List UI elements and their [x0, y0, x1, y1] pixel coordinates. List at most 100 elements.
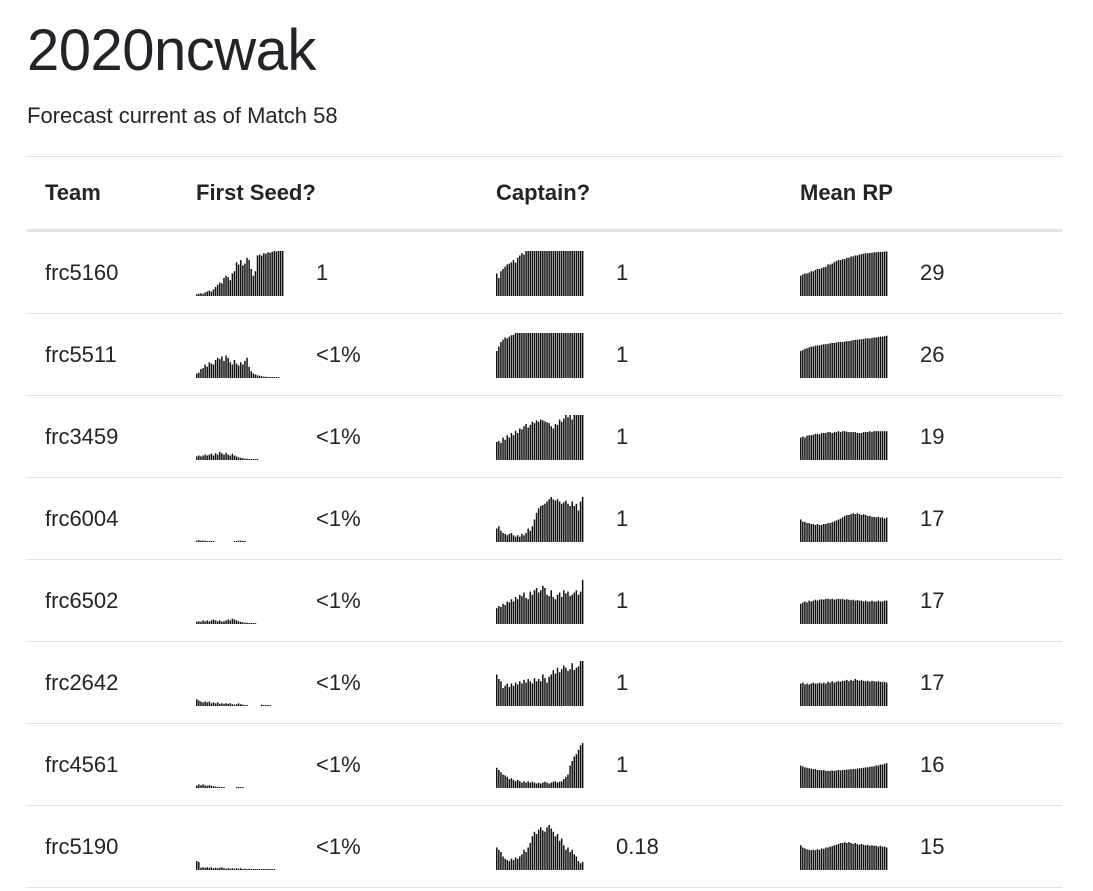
team-cell[interactable]: frc6004	[27, 477, 178, 560]
team-cell[interactable]: frc5160	[27, 230, 178, 314]
sparkline-bar	[246, 868, 248, 870]
sparkline-bar	[544, 250, 546, 296]
sparkline-bar	[198, 539, 200, 542]
sparkline-bar	[208, 620, 211, 624]
header-captain[interactable]: Captain?	[478, 156, 782, 232]
sparkline-bar	[823, 682, 825, 706]
sparkline-bar	[533, 589, 536, 624]
sparkline-bar	[827, 681, 829, 706]
sparkline-bar	[577, 594, 580, 624]
sparkline-bar	[867, 337, 869, 378]
sparkline-bar	[862, 338, 865, 378]
sparkline-bar	[575, 589, 578, 624]
sparkline-bar	[202, 540, 204, 542]
sparkline-bar	[856, 255, 859, 296]
captain-sparkline-cell	[478, 559, 616, 642]
captain-sparkline-cell	[478, 641, 616, 724]
sparkline-bar	[273, 376, 276, 378]
sparkline-bar	[219, 451, 221, 460]
team-cell[interactable]: frc3459	[27, 395, 178, 478]
sparkline-bar	[567, 774, 569, 788]
sparkline-bar	[208, 867, 211, 870]
sparkline-bar	[242, 264, 244, 296]
sparkline-bar	[535, 680, 538, 706]
team-cell[interactable]: frc6502	[27, 559, 178, 642]
sparkline-bar	[504, 439, 506, 460]
sparkline-bar	[808, 522, 810, 542]
sparkline-bar	[223, 867, 225, 870]
team-cell[interactable]: frc5511	[27, 313, 178, 396]
sparkline-bar	[556, 833, 559, 870]
team-cell[interactable]: frc4561	[27, 723, 178, 806]
sparkline-bar	[825, 598, 827, 624]
sparkline-bar	[531, 835, 534, 870]
sparkline-bar	[833, 770, 836, 788]
sparkline-bar	[219, 786, 221, 788]
sparkline-bar	[548, 783, 550, 788]
sparkline-bar	[498, 849, 500, 870]
sparkline-bar	[227, 703, 229, 706]
sparkline-bar	[552, 831, 555, 870]
sparkline-bar	[502, 532, 504, 542]
sparkline-bar	[802, 521, 804, 542]
sparkline-bar	[871, 431, 873, 460]
sparkline-bar	[260, 255, 263, 296]
sparkline-bar	[550, 425, 552, 460]
sparkline-bar	[567, 250, 569, 296]
sparkline-bar	[537, 507, 540, 542]
sparkline-bar	[825, 523, 827, 542]
sparkline-bar	[854, 255, 856, 296]
sparkline-bar	[531, 332, 534, 378]
sparkline-bar	[814, 768, 817, 788]
captain-sparkline-cell	[478, 477, 616, 560]
sparkline-bar	[200, 540, 202, 542]
sparkline-bar	[839, 769, 842, 788]
sparkline-bar	[869, 515, 871, 542]
sparkline-bar	[820, 847, 823, 870]
sparkline-bar	[839, 341, 842, 378]
sparkline-bar	[569, 505, 571, 542]
sparkline-bar	[540, 783, 542, 788]
sparkline-bar	[212, 785, 215, 788]
mean-rp-sparkline-cell	[782, 723, 920, 806]
sparkline-bar	[844, 341, 846, 378]
sparkline-bar	[860, 600, 863, 624]
header-team[interactable]: Team	[27, 156, 178, 232]
captain-sparkline	[496, 414, 584, 460]
sparkline-bar	[519, 856, 521, 870]
sparkline-bar	[229, 455, 232, 460]
team-cell[interactable]: frc5190	[27, 805, 178, 888]
sparkline-bar	[579, 660, 582, 706]
sparkline-bar	[527, 427, 529, 460]
sparkline-bar	[548, 498, 550, 542]
sparkline-bar	[800, 275, 802, 296]
sparkline-bar	[808, 272, 810, 296]
sparkline-bar	[233, 704, 236, 706]
sparkline-bar	[206, 619, 208, 624]
sparkline-bar	[860, 679, 863, 706]
sparkline-bar	[212, 540, 215, 542]
team-cell[interactable]: frc2642	[27, 641, 178, 724]
sparkline-bar	[844, 680, 846, 706]
captain-sparkline-cell	[478, 230, 616, 314]
sparkline-bar	[516, 257, 519, 296]
sparkline-bar	[575, 332, 578, 378]
sparkline-bar	[198, 455, 200, 460]
sparkline-bar	[556, 594, 559, 624]
sparkline-bar	[533, 677, 536, 706]
sparkline-bar	[496, 350, 498, 378]
sparkline-bar	[848, 514, 850, 542]
sparkline-bar	[820, 683, 823, 706]
mean-rp-value: 16	[920, 723, 1063, 806]
sparkline-bar	[248, 458, 250, 460]
sparkline-bar	[554, 835, 557, 870]
sparkline-bar	[233, 455, 236, 460]
sparkline-bar	[227, 619, 229, 624]
header-first-seed[interactable]: First Seed?	[178, 156, 478, 232]
mean-rp-value: 17	[920, 559, 1063, 642]
sparkline-bar	[200, 621, 202, 624]
sparkline-bar	[864, 600, 867, 624]
first-seed-sparkline-cell	[178, 395, 316, 478]
first-seed-sparkline-cell	[178, 805, 316, 888]
header-mean-rp[interactable]: Mean RP	[782, 156, 1063, 232]
